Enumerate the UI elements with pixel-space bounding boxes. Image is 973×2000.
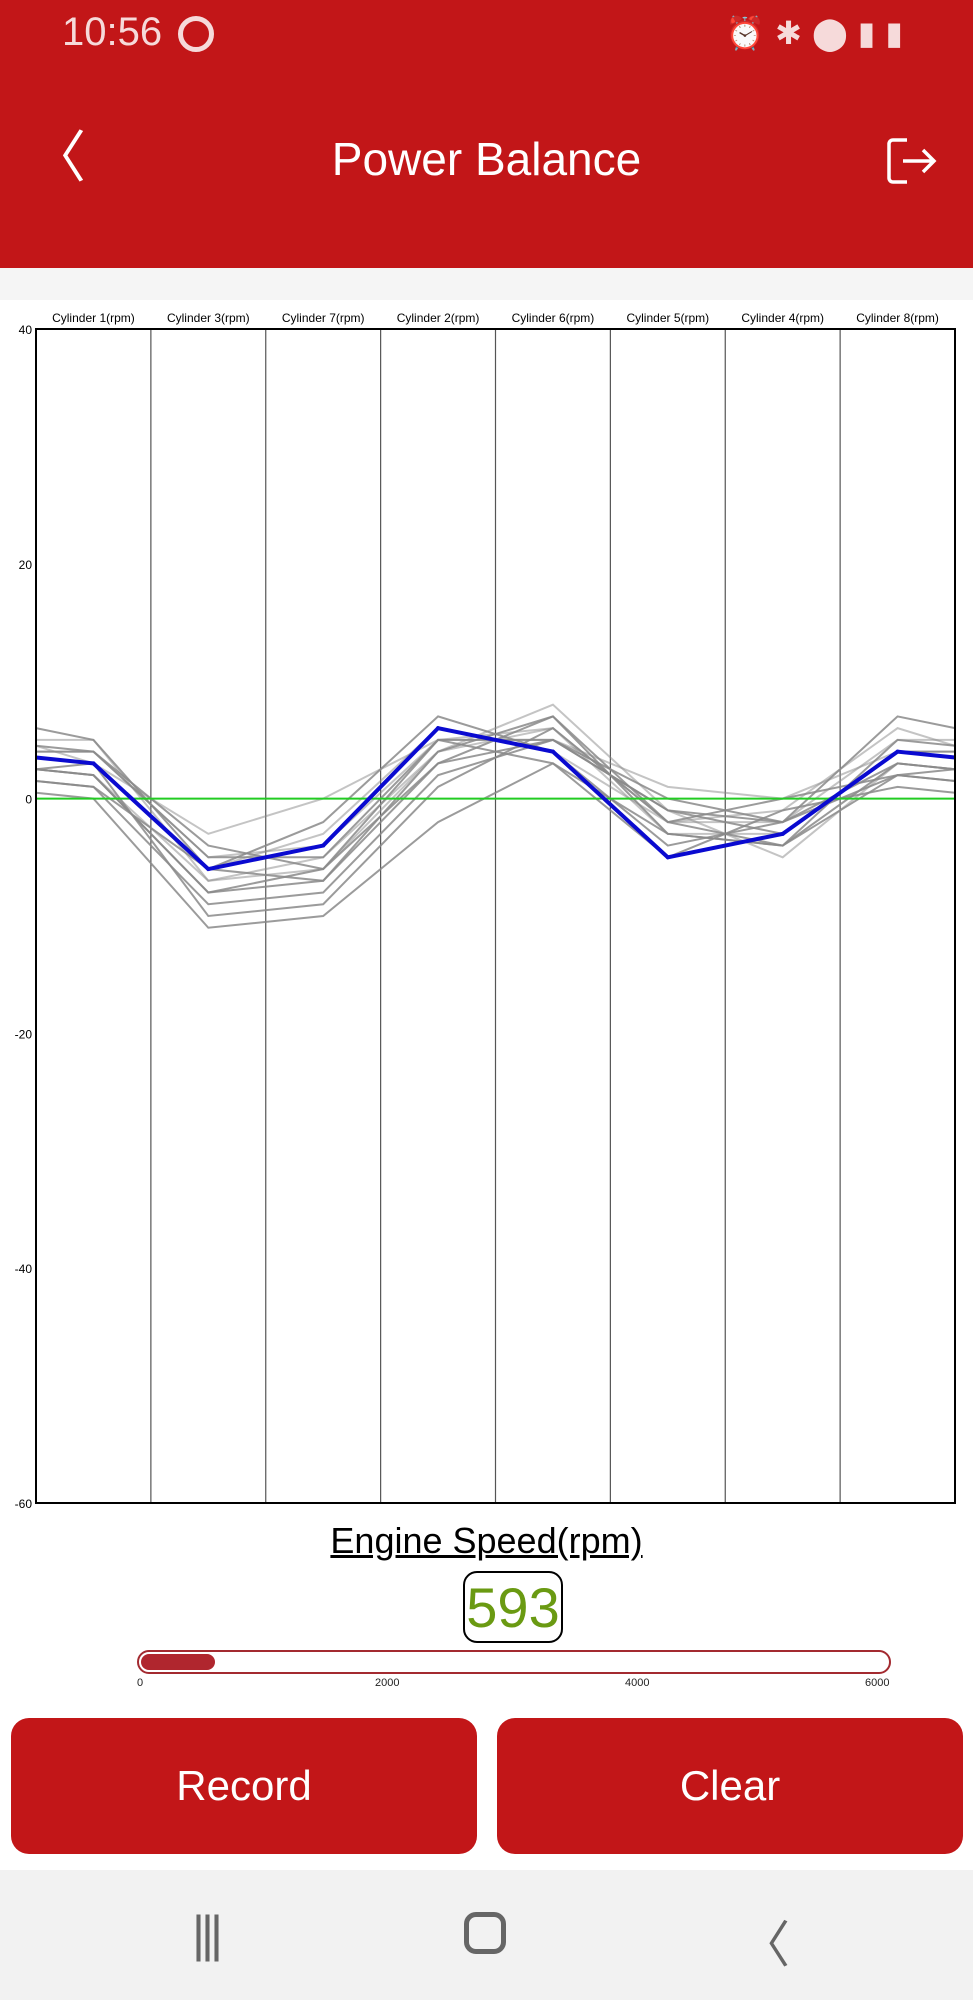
gauge-label: 2000: [375, 1677, 400, 1689]
current-data-point: [321, 843, 326, 848]
engine-speed-value: 593: [463, 1571, 563, 1643]
recents-icon[interactable]: |||: [192, 1906, 223, 1962]
engine-speed-gauge: [137, 1650, 891, 1674]
current-series-line: [35, 725, 956, 872]
y-tick-label: -20: [15, 1027, 33, 1041]
chart-background: [0, 300, 973, 1510]
column-label: Cylinder 5(rpm): [626, 311, 709, 325]
status-icons: ⏰✱⬤▮▮: [725, 14, 913, 52]
bluetooth-icon: ✱: [775, 15, 812, 51]
location-icon: ⬤: [811, 15, 858, 51]
chevron-left-icon: 〈: [30, 126, 86, 189]
home-icon[interactable]: [464, 1912, 506, 1954]
current-data-point: [91, 761, 96, 766]
steering-wheel-icon: [178, 16, 214, 52]
battery-charging-icon: ▮: [885, 15, 913, 51]
current-data-point: [895, 749, 900, 754]
back-button[interactable]: 〈: [30, 130, 86, 186]
y-tick-label: 0: [25, 793, 32, 807]
record-button[interactable]: Record: [11, 1718, 477, 1854]
alarm-icon: ⏰: [725, 15, 776, 51]
y-tick-label: -60: [15, 1497, 33, 1510]
y-tick-label: 20: [19, 558, 33, 572]
power-balance-chart: Cylinder 1(rpm) Cylinder 3(rpm) Cylinder 7…: [0, 300, 973, 1510]
gauge-label: 6000: [865, 1677, 890, 1689]
current-data-point: [550, 749, 555, 754]
column-label: Cylinder 4(rpm): [741, 311, 824, 325]
system-nav-bar: ||| 〈: [0, 1870, 973, 2000]
current-data-point: [780, 831, 785, 836]
plot-frame: [35, 328, 956, 1504]
current-data-point: [206, 867, 211, 872]
engine-speed-title: Engine Speed(rpm): [330, 1520, 643, 1561]
column-label: Cylinder 8(rpm): [856, 311, 939, 325]
signal-icon: ▮: [857, 15, 886, 51]
gauge-label: 4000: [625, 1677, 650, 1689]
current-data-point: [665, 855, 670, 860]
gauge-fill: [141, 1654, 216, 1670]
back-icon[interactable]: 〈: [740, 1917, 790, 1973]
clear-button[interactable]: Clear: [497, 1718, 963, 1854]
history-series-line: [35, 726, 956, 918]
column-label: Cylinder 7(rpm): [282, 311, 365, 325]
y-tick-label: -40: [15, 1262, 33, 1276]
page-title: Power Balance: [331, 133, 642, 185]
gauge-label: 0: [137, 1677, 144, 1689]
column-label: Cylinder 2(rpm): [397, 311, 480, 325]
exit-icon[interactable]: [887, 138, 937, 184]
current-data-point: [436, 726, 441, 731]
column-label: Cylinder 6(rpm): [512, 311, 595, 325]
y-tick-label: 40: [19, 323, 33, 337]
status-time: 10:56: [62, 10, 163, 54]
column-label: Cylinder 3(rpm): [167, 311, 250, 325]
app-bar: 10:56 ⏰✱⬤▮▮ 〈 Power Balance: [0, 0, 973, 268]
history-series-line: [35, 715, 956, 882]
column-label: Cylinder 1(rpm): [52, 311, 135, 325]
